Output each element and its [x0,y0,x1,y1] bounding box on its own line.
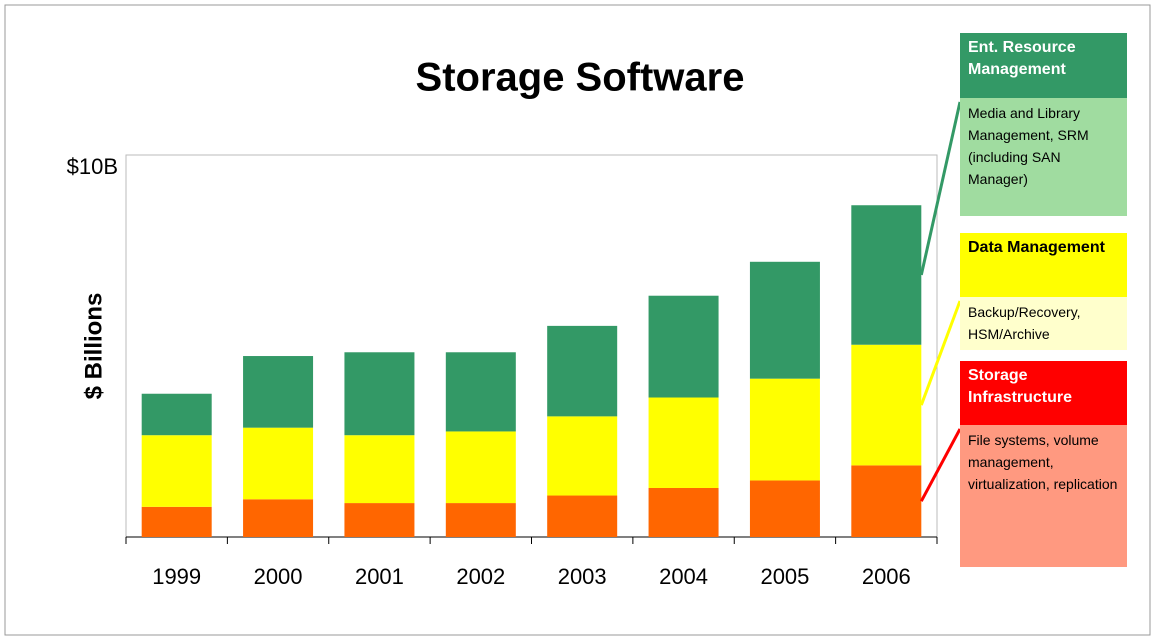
bar-segment [344,503,415,537]
x-tick-label: 2006 [862,564,911,589]
chart-title: Storage Software [416,56,745,100]
bar-segment [344,435,415,504]
bar-segment [344,352,415,436]
bar-segment [445,503,516,537]
bar-segment [851,344,922,466]
x-tick-label: 2003 [558,564,607,589]
leader-line [919,101,962,276]
bar-segment [445,431,516,504]
x-tick-label: 2002 [456,564,505,589]
x-tick-label: 2000 [254,564,303,589]
x-tick-label: 2001 [355,564,404,589]
x-tick-label: 2004 [659,564,708,589]
y-tick-label: $10B [67,154,118,179]
y-axis-label: $ Billions [80,293,107,400]
bar-segment [749,480,820,537]
bar-segment [243,356,314,428]
legend-description: File systems, volume management, virtual… [960,425,1127,567]
bar-segment [243,427,314,500]
legend-description: Media and Library Management, SRM (inclu… [960,98,1127,216]
bar-segment [648,397,719,488]
legend-description: Backup/Recovery, HSM/Archive [960,297,1127,350]
bar-segment [851,205,922,345]
frame [4,4,1151,636]
legend-header: Ent. Resource Management [960,33,1127,98]
x-tick-label: 1999 [152,564,201,589]
bar-segment [547,416,618,496]
x-tick-label: 2005 [760,564,809,589]
bar-segment [749,261,820,379]
bar-segment [851,465,922,537]
leader-line [919,428,962,502]
bar-segment [648,295,719,398]
bar-segment [749,378,820,481]
legend-header: Storage Infrastructure [960,361,1127,425]
bar-segment [547,495,618,537]
bar-segment [141,393,212,436]
bar-segment [648,487,719,537]
bar-segment [445,352,516,432]
legend-header: Data Management [960,233,1127,297]
leader-line [919,300,962,406]
bar-segment [243,499,314,537]
bar-segment [141,435,212,507]
bar-segment [141,506,212,537]
bar-segment [547,325,618,417]
